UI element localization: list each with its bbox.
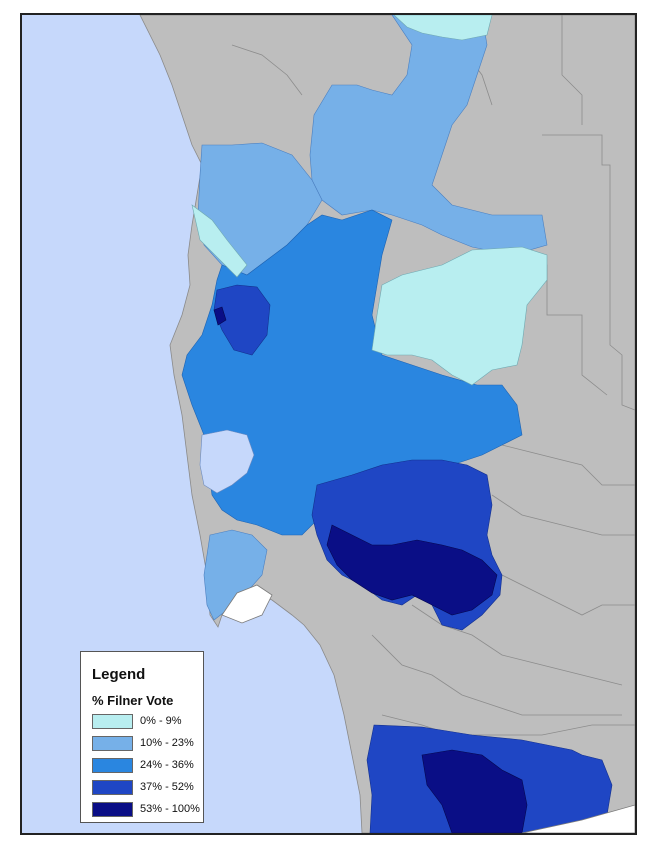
region-lowest-north-tip[interactable] (393, 15, 493, 41)
legend-label: 37% - 52% (140, 781, 194, 793)
legend-label: 53% - 100% (140, 803, 200, 815)
jurisdiction-boundaries (231, 15, 635, 736)
legend-row: 10% - 23% (92, 736, 202, 752)
legend-swatch (92, 714, 133, 729)
legend: Legend % Filner Vote 0% - 9% 10% - 23% 2… (80, 651, 204, 823)
legend-swatch (92, 802, 133, 817)
legend-label: 24% - 36% (140, 759, 194, 771)
legend-title: Legend (92, 666, 146, 683)
legend-row: 24% - 36% (92, 758, 202, 774)
region-light-north[interactable] (309, 15, 548, 256)
mission-bay (199, 429, 255, 494)
legend-label: 0% - 9% (140, 715, 182, 727)
region-lowest-east[interactable] (371, 246, 548, 386)
legend-row: 0% - 9% (92, 714, 202, 730)
legend-row: 53% - 100% (92, 802, 202, 818)
region-lowest-north-coast[interactable] (191, 204, 248, 278)
region-highest-south[interactable] (421, 749, 528, 833)
map-canvas[interactable] (22, 15, 635, 833)
region-no-data (521, 804, 635, 833)
legend-label: 10% - 23% (140, 737, 194, 749)
map-frame: Legend % Filner Vote 0% - 9% 10% - 23% 2… (20, 13, 637, 835)
legend-swatch (92, 736, 133, 751)
region-highest-southeast[interactable] (326, 524, 498, 616)
legend-swatch (92, 758, 133, 773)
legend-row: 37% - 52% (92, 780, 202, 796)
region-highest-west-spot[interactable] (213, 306, 227, 326)
region-mid-central[interactable] (181, 209, 523, 536)
legend-subtitle: % Filner Vote (92, 693, 174, 708)
coronado-island (221, 584, 273, 624)
legend-swatch (92, 780, 133, 795)
